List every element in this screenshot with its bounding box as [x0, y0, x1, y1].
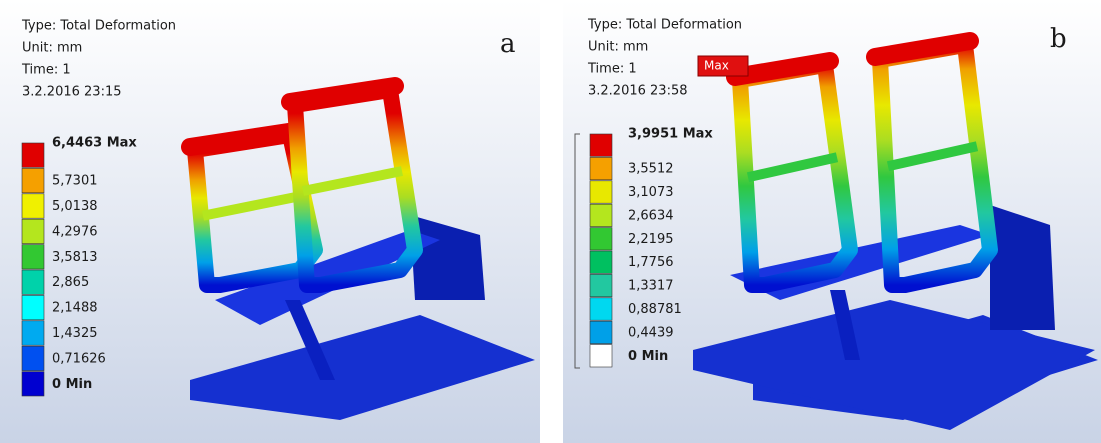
- legend-swatch: [590, 298, 612, 320]
- legend-label: 0 Min: [628, 349, 668, 364]
- legend-swatch: [22, 372, 44, 396]
- legend-label: 3,9951 Max: [628, 127, 713, 142]
- legend-swatch: [22, 321, 44, 345]
- legend-label: 2,2195: [628, 232, 674, 247]
- legend-swatch: [590, 204, 612, 226]
- info-line: Type: Total Deformation: [21, 19, 176, 34]
- legend-label: 0,4439: [628, 325, 674, 340]
- panel-label: b: [1050, 24, 1067, 54]
- legend-swatch: [22, 245, 44, 269]
- legend-swatch: [590, 228, 612, 250]
- info-line: Unit: mm: [22, 41, 82, 56]
- legend-label: 0 Min: [52, 377, 92, 392]
- max-tag-label: Max: [704, 59, 729, 73]
- info-line: Time: 1: [21, 63, 71, 78]
- legend-swatch: [22, 143, 44, 167]
- figure: Type: Total Deformation Unit: mm Time: 1 3.…: [0, 0, 1101, 443]
- legend-label: 2,1488: [52, 301, 98, 316]
- panel-label: a: [500, 29, 516, 59]
- legend-swatch: [590, 251, 612, 273]
- legend-swatch: [22, 194, 44, 218]
- legend-label: 1,3317: [628, 279, 674, 294]
- legend-swatch: [590, 157, 612, 179]
- legend-label: 5,7301: [52, 174, 98, 189]
- legend-label: 3,5813: [52, 250, 98, 265]
- legend-swatch: [590, 345, 612, 367]
- panel: Type: Total Deformation Unit: mm Time: 1 3.…: [0, 0, 540, 443]
- legend-label: 0,71626: [52, 351, 106, 366]
- legend-label: 5,0138: [52, 199, 98, 214]
- legend-label: 2,865: [52, 275, 89, 290]
- legend-swatch: [22, 168, 44, 192]
- info-line: 3.2.2016 23:58: [588, 84, 688, 99]
- legend-label: 1,7756: [628, 255, 674, 270]
- panels: Type: Total Deformation Unit: mm Time: 1 3.…: [0, 0, 1101, 443]
- legend-swatch: [22, 270, 44, 294]
- legend-swatch: [22, 346, 44, 370]
- rear-block: [990, 205, 1055, 330]
- legend-swatch: [22, 295, 44, 319]
- info-line: Unit: mm: [588, 40, 648, 55]
- legend-swatch: [590, 134, 612, 156]
- legend-label: 3,5512: [628, 162, 674, 177]
- legend-label: 0,88781: [628, 302, 682, 317]
- legend-swatch: [590, 321, 612, 343]
- legend-label: 4,2976: [52, 224, 98, 239]
- legend-label: 6,4463 Max: [52, 136, 137, 151]
- legend-label: 1,4325: [52, 326, 98, 341]
- info-line: Type: Total Deformation: [587, 18, 742, 33]
- legend-swatch: [590, 274, 612, 296]
- legend-label: 2,6634: [628, 208, 674, 223]
- legend-swatch: [22, 219, 44, 243]
- info-line: Time: 1: [587, 62, 637, 77]
- legend-label: 3,1073: [628, 185, 674, 200]
- info-line: 3.2.2016 23:15: [22, 85, 122, 100]
- legend-swatch: [590, 181, 612, 203]
- panel: Type: Total Deformation Unit: mm Time: 1 3.…: [563, 0, 1101, 443]
